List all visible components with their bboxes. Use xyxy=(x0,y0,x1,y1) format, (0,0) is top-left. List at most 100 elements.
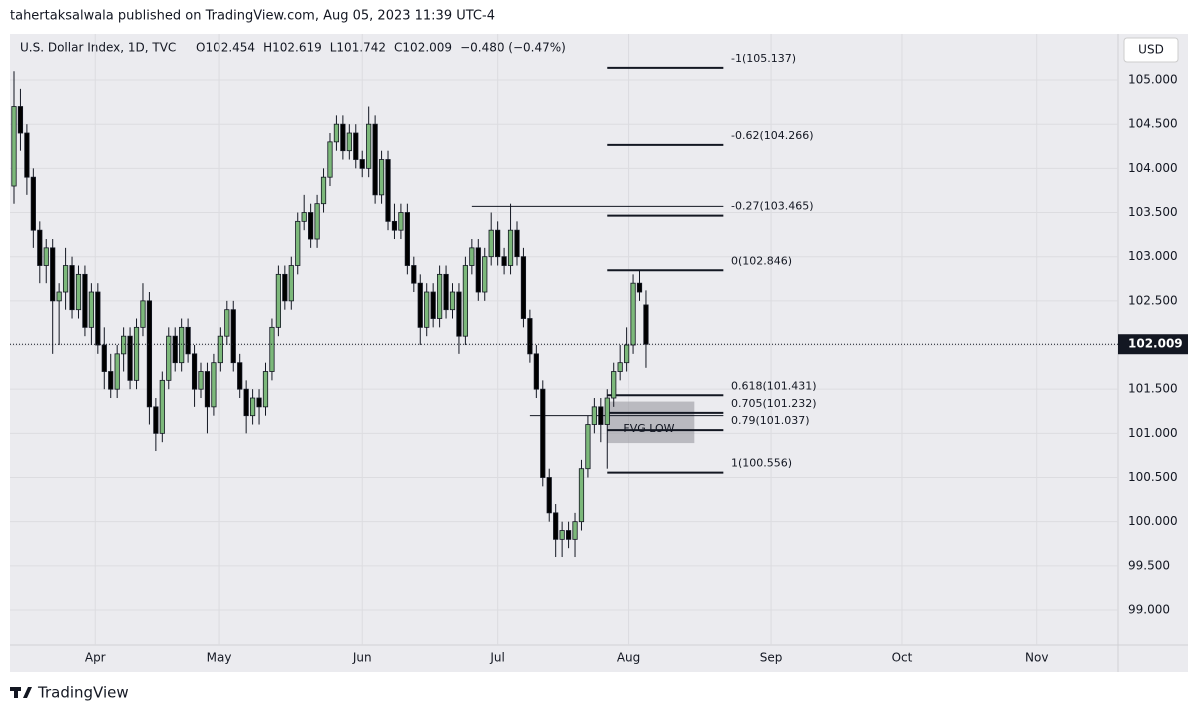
candle-body xyxy=(630,282,636,346)
candle-body xyxy=(417,282,423,328)
candle-body xyxy=(346,132,352,152)
candle-body xyxy=(243,388,249,417)
candle-body xyxy=(449,291,456,311)
candle-body xyxy=(256,397,262,408)
candle-body xyxy=(204,371,211,408)
candle-body xyxy=(424,291,430,328)
y-tick-label: 101.500 xyxy=(1128,382,1178,396)
currency-button[interactable] xyxy=(1123,37,1179,63)
candle-body xyxy=(514,229,520,258)
fib-label: 0(102.846) xyxy=(731,254,792,267)
candle-body xyxy=(95,291,101,346)
y-tick-label: 102.500 xyxy=(1128,293,1178,307)
candle-body xyxy=(17,106,24,134)
candle-body xyxy=(185,326,191,355)
candle-body xyxy=(636,282,643,293)
candle-body xyxy=(475,247,481,293)
candle-body xyxy=(624,344,630,364)
candle-body xyxy=(617,362,623,372)
fvg-label: FVG LOW xyxy=(623,422,674,435)
candle-body xyxy=(30,176,36,231)
candle-body xyxy=(237,362,243,390)
candle-body xyxy=(249,397,256,417)
candle-body xyxy=(11,106,17,187)
candle-body xyxy=(146,300,153,408)
y-tick-label: 105.000 xyxy=(1128,73,1178,87)
candle-body xyxy=(179,326,185,364)
candle-body xyxy=(553,512,559,540)
candle-body xyxy=(114,353,120,390)
fib-label: 0.705(101.232) xyxy=(731,397,817,410)
candle-body xyxy=(443,273,449,311)
candle-body xyxy=(520,256,527,319)
candle-body xyxy=(572,521,578,540)
ohlc-value: L101.742 xyxy=(330,41,386,55)
candle-body xyxy=(565,530,572,540)
y-tick-label: 100.500 xyxy=(1128,470,1178,484)
last-price-label: 102.009 xyxy=(1128,337,1183,351)
candle-body xyxy=(43,247,49,266)
candle-body xyxy=(372,123,378,196)
candle-body xyxy=(320,176,327,205)
candle-body xyxy=(359,159,365,169)
candle-body xyxy=(191,353,198,390)
candle-body xyxy=(166,335,172,381)
candle-body xyxy=(495,229,501,258)
y-tick-label: 103.500 xyxy=(1128,205,1178,219)
x-tick-label: Sep xyxy=(760,651,783,665)
candle-body xyxy=(153,406,159,434)
ohlc-value: H102.619 xyxy=(263,41,322,55)
candle-body xyxy=(275,273,281,328)
candle-body xyxy=(24,132,30,178)
candle-body xyxy=(140,300,146,328)
candle-body xyxy=(546,477,552,514)
candle-body xyxy=(327,141,333,178)
candle-body xyxy=(121,335,127,355)
chart-title: U.S. Dollar Index, 1D, TVC xyxy=(20,41,176,55)
y-tick-label: 99.000 xyxy=(1128,603,1170,617)
candle-body xyxy=(198,371,204,390)
candle-body xyxy=(366,123,372,169)
currency[interactable]: USD xyxy=(1138,43,1164,57)
logo xyxy=(10,687,32,698)
candle-body xyxy=(262,371,269,408)
candle-body xyxy=(308,212,314,240)
y-tick-label: 104.500 xyxy=(1128,117,1178,131)
ohlc-value: O102.454 xyxy=(196,41,255,55)
y-tick-label: 104.000 xyxy=(1128,161,1178,175)
candle-body xyxy=(69,265,75,311)
fib-label: 0.618(101.431) xyxy=(731,379,817,392)
fvg-box xyxy=(607,401,695,444)
candle-body xyxy=(353,132,359,160)
fib-label: -0.27(103.465) xyxy=(731,200,814,213)
candle-body xyxy=(559,530,565,540)
candle-body xyxy=(540,388,546,478)
candle-body xyxy=(378,159,385,196)
candle-body xyxy=(62,265,69,293)
candle-body xyxy=(598,406,604,425)
candle-body xyxy=(469,247,475,266)
candle-body xyxy=(301,212,307,222)
x-tick-label: Apr xyxy=(85,651,106,665)
x-tick-label: Jul xyxy=(489,651,504,665)
candle-body xyxy=(604,397,610,425)
candle-body xyxy=(482,256,488,293)
candle-body xyxy=(501,256,507,266)
candle-body xyxy=(611,371,617,399)
x-tick-label: Aug xyxy=(617,651,640,665)
x-tick-label: May xyxy=(207,651,232,665)
candle-body xyxy=(133,326,140,381)
last-price-box xyxy=(1118,334,1188,355)
candle-body xyxy=(217,335,223,364)
candle-body xyxy=(340,123,346,152)
x-tick-label: Nov xyxy=(1025,651,1048,665)
candle-body xyxy=(527,318,533,355)
candle-body xyxy=(282,273,288,302)
ohlc-legend: O102.454 H102.619 L101.742 C102.009 −0.480 (… xyxy=(196,41,566,55)
candle-body xyxy=(88,291,94,328)
fib-label: 1(100.556) xyxy=(731,457,792,470)
candle-body xyxy=(333,123,340,143)
candle-body xyxy=(578,468,585,523)
